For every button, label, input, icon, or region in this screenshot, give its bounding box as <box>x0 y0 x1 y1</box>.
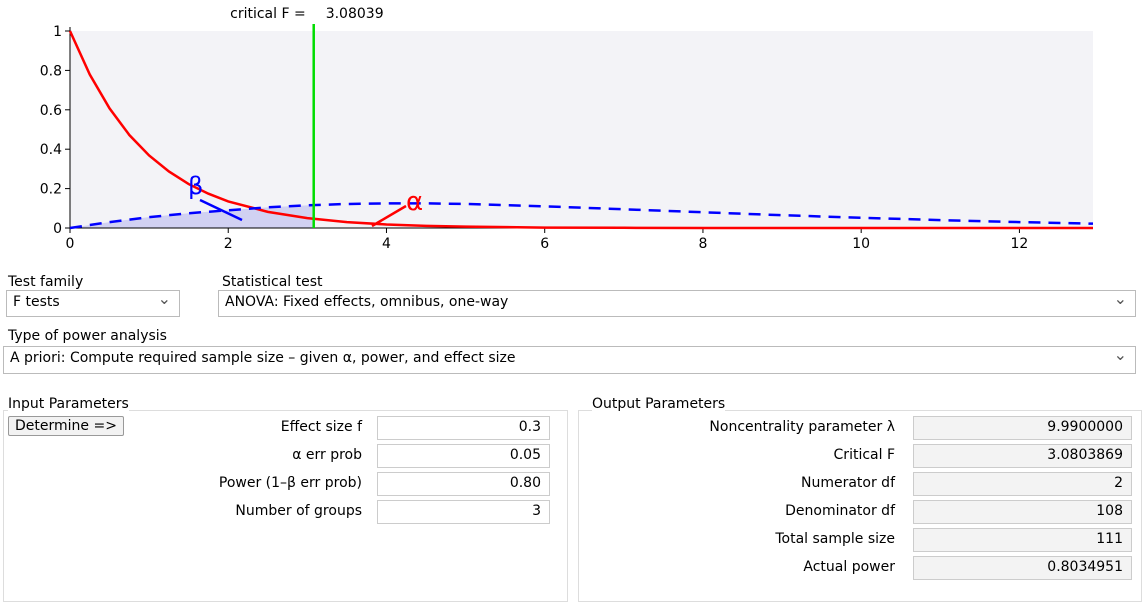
output-value: 3.0803869 <box>913 444 1132 468</box>
statistical-test-select[interactable]: ANOVA: Fixed effects, omnibus, one-way <box>218 290 1136 317</box>
output-value: 111 <box>913 528 1132 552</box>
y-tick-label: 0.6 <box>40 103 62 119</box>
y-tick-label: 0.4 <box>40 142 62 158</box>
test-family-select[interactable]: F tests <box>6 290 180 317</box>
x-tick-label: 0 <box>66 236 75 252</box>
x-tick-label: 10 <box>852 236 870 252</box>
input-value[interactable]: 3 <box>377 500 550 524</box>
input-label: α err prob <box>292 447 362 463</box>
output-value: 0.8034951 <box>913 556 1132 580</box>
x-tick-label: 2 <box>224 236 233 252</box>
output-title: Output Parameters <box>592 396 725 412</box>
output-label: Noncentrality parameter λ <box>709 419 895 435</box>
power-analysis-select[interactable]: A priori: Compute required sample size –… <box>3 346 1136 374</box>
critical-label: critical F = <box>230 6 306 22</box>
output-label: Numerator df <box>801 475 895 491</box>
input-title: Input Parameters <box>8 396 129 412</box>
power-analysis-label: Type of power analysis <box>8 328 167 344</box>
x-tick-label: 12 <box>1011 236 1029 252</box>
input-label: Number of groups <box>235 503 362 519</box>
output-label: Critical F <box>834 447 895 463</box>
output-value: 9.9900000 <box>913 416 1132 440</box>
beta-symbol: β <box>188 172 203 200</box>
output-label: Total sample size <box>775 531 895 547</box>
y-tick-label: 0 <box>53 221 62 237</box>
input-value[interactable]: 0.80 <box>377 472 550 496</box>
determine-button[interactable]: Determine => <box>8 416 124 436</box>
y-tick-label: 0.8 <box>40 63 62 79</box>
y-tick-label: 1 <box>53 24 62 40</box>
input-label: Power (1–β err prob) <box>219 475 362 491</box>
chart: 0 2 4 6 8 10 12 0 0.2 0.4 0.6 0.8 1 critical F = 3.080… <box>0 0 1147 262</box>
test-family-label: Test family <box>8 274 83 290</box>
input-value[interactable]: 0.05 <box>377 444 550 468</box>
x-tick-label: 8 <box>698 236 707 252</box>
gpower-window: 0 2 4 6 8 10 12 0 0.2 0.4 0.6 0.8 1 critical F = 3.080… <box>0 0 1147 601</box>
output-label: Denominator df <box>785 503 895 519</box>
output-value: 2 <box>913 472 1132 496</box>
x-tick-label: 6 <box>540 236 549 252</box>
input-label: Effect size f <box>281 419 362 435</box>
alpha-symbol: α <box>406 187 423 217</box>
statistical-test-label: Statistical test <box>222 274 323 290</box>
x-tick-label: 4 <box>382 236 391 252</box>
input-value[interactable]: 0.3 <box>377 416 550 440</box>
y-tick-label: 0.2 <box>40 182 62 198</box>
output-value: 108 <box>913 500 1132 524</box>
critical-value: 3.08039 <box>326 6 384 22</box>
output-label: Actual power <box>803 559 895 575</box>
